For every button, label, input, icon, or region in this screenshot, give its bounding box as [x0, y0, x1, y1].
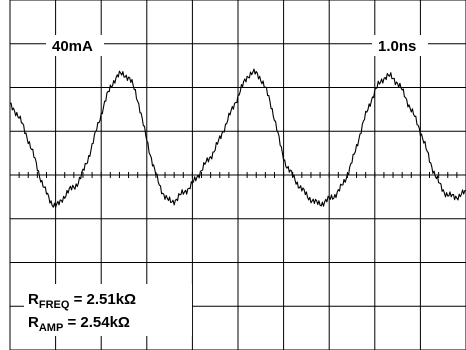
ramp-subscript: AMP	[39, 322, 63, 334]
annotation-ramp: RAMP = 2.54kΩ	[28, 314, 130, 334]
vertical-scale-label-bg	[46, 35, 104, 56]
waveform	[9, 68, 466, 208]
horizontal-scale-label-bg	[372, 35, 428, 56]
annotation-rfreq: RFREQ = 2.51kΩ	[28, 291, 136, 311]
horizontal-scale-label: 1.0ns	[378, 38, 416, 55]
rfreq-base: R	[28, 291, 39, 308]
ramp-base: R	[28, 314, 39, 331]
rfreq-subscript: FREQ	[39, 299, 70, 311]
annotation-bg	[24, 284, 192, 336]
vertical-scale-label: 40mA	[52, 38, 93, 55]
rfreq-value: = 2.51kΩ	[69, 291, 136, 308]
waveform-trace	[9, 68, 466, 208]
ramp-value: = 2.54kΩ	[63, 314, 130, 331]
